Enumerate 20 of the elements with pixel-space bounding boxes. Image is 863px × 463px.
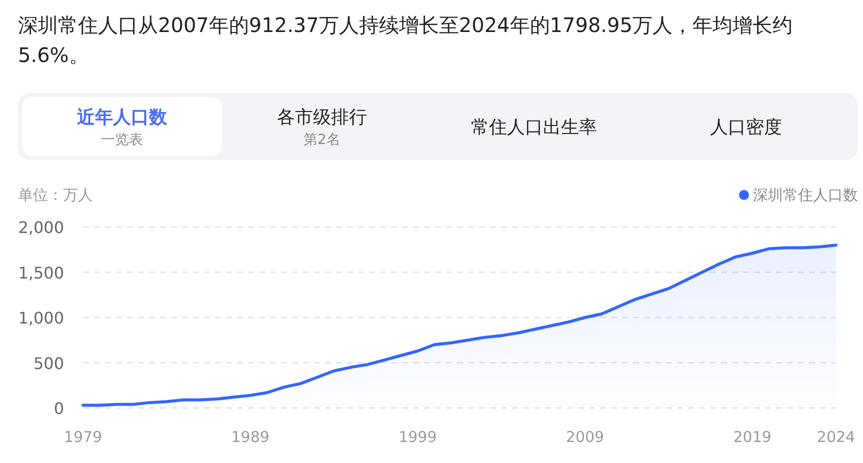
- text: 第2名: [304, 130, 340, 148]
- x-tick-label: 2024: [816, 428, 856, 446]
- x-tick-label: 2019: [733, 428, 772, 446]
- text: 人口密度: [710, 116, 782, 138]
- y-tick-label: 2,000: [18, 218, 64, 237]
- y-tick-label: 1,500: [18, 263, 64, 282]
- x-tick-label: 2009: [566, 428, 604, 446]
- text: 常住人口出生率: [471, 116, 597, 138]
- y-tick-label: 1,000: [18, 308, 64, 328]
- y-tick-label: 0: [54, 399, 64, 418]
- chart-title: 深圳常住人口从2007年的912.37万人持续增长至2024年的1798.95万人，年均增长约5.6%。: [18, 12, 794, 69]
- y-tick-label: 500: [33, 354, 64, 373]
- legend-label: 深圳常住人口数: [753, 186, 858, 204]
- x-tick-label: 1989: [231, 428, 270, 446]
- x-tick-label: 1999: [398, 428, 437, 446]
- y-axis-title: 单位：万人: [18, 186, 93, 204]
- x-tick-label: 1979: [64, 428, 102, 446]
- text: 一览表: [101, 130, 143, 148]
- text: 近年人口数: [77, 106, 167, 128]
- text: 各市级排行: [277, 106, 367, 128]
